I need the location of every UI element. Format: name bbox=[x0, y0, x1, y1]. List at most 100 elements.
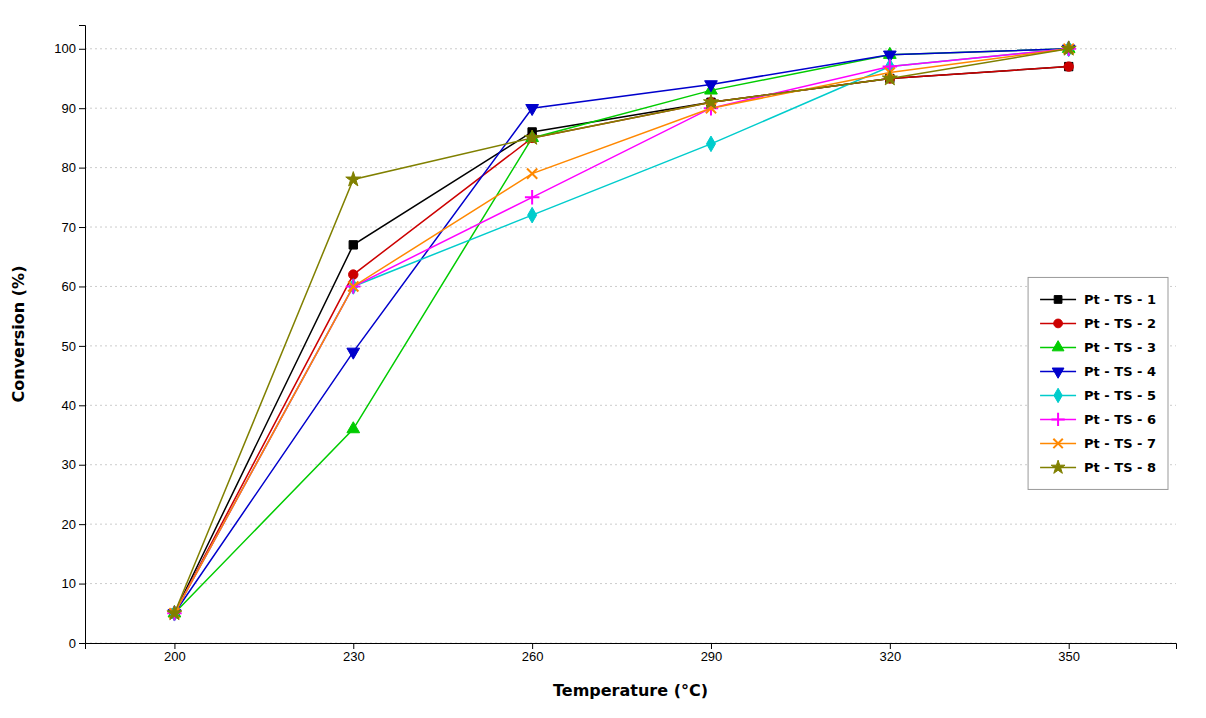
axis-line bbox=[79, 26, 86, 644]
grid bbox=[85, 49, 1176, 643]
legend-swatch-marker bbox=[1051, 460, 1065, 473]
tick-label: 10 bbox=[62, 576, 76, 591]
series bbox=[169, 44, 1073, 619]
tick: 70 bbox=[62, 220, 85, 235]
legend-item: Pt - TS - 2 bbox=[1040, 316, 1156, 331]
point-marker bbox=[705, 81, 718, 92]
tick-mark bbox=[79, 168, 85, 169]
grid-line bbox=[85, 345, 1176, 346]
grid-line bbox=[85, 524, 1176, 525]
tick-label: 320 bbox=[879, 649, 901, 664]
series bbox=[170, 41, 1073, 621]
tick-mark bbox=[79, 108, 85, 109]
tick-label: 90 bbox=[62, 101, 76, 116]
tick-mark bbox=[890, 643, 891, 649]
tick: 290 bbox=[701, 643, 723, 664]
point-marker bbox=[167, 606, 181, 620]
legend: Pt - TS - 1 Pt - TS - 2 Pt - TS - 3 Pt - TS… bbox=[1028, 277, 1168, 489]
point-marker bbox=[1061, 41, 1076, 55]
tick: 350 bbox=[1058, 643, 1080, 664]
tick-label: 200 bbox=[164, 649, 186, 664]
tick-label: 350 bbox=[1058, 649, 1080, 664]
legend-item: Pt - TS - 3 bbox=[1040, 340, 1156, 355]
legend-label: Pt - TS - 8 bbox=[1084, 460, 1156, 475]
tick: 90 bbox=[62, 101, 85, 116]
point-marker bbox=[526, 105, 539, 116]
tick: 30 bbox=[62, 457, 85, 472]
legend-item: Pt - TS - 8 bbox=[1040, 460, 1156, 475]
point-marker bbox=[347, 422, 360, 433]
legend-label: Pt - TS - 7 bbox=[1084, 436, 1156, 451]
point-marker bbox=[525, 130, 540, 144]
legend-swatch-marker bbox=[1052, 368, 1064, 378]
grid-line bbox=[85, 167, 1176, 168]
tick: 10 bbox=[62, 576, 85, 591]
x-axis-title: Temperature (°C) bbox=[553, 681, 708, 700]
tick-mark bbox=[353, 643, 354, 649]
tick-label: 100 bbox=[54, 41, 76, 56]
tick-mark bbox=[79, 584, 85, 585]
legend-item: Pt - TS - 1 bbox=[1040, 292, 1156, 307]
tick-mark bbox=[174, 643, 175, 649]
point-marker bbox=[349, 241, 357, 249]
grid-line bbox=[85, 227, 1176, 228]
series bbox=[170, 62, 1073, 617]
tick-label: 290 bbox=[701, 649, 723, 664]
tick: 20 bbox=[62, 517, 85, 532]
tick-mark bbox=[79, 49, 85, 50]
grid-line bbox=[85, 405, 1176, 406]
legend-swatch-marker bbox=[1054, 319, 1063, 328]
grid-line bbox=[85, 286, 1176, 287]
legend-item: Pt - TS - 6 bbox=[1040, 412, 1156, 427]
tick-label: 0 bbox=[69, 636, 76, 651]
point-marker bbox=[167, 605, 182, 619]
series bbox=[170, 62, 1074, 618]
series-line bbox=[174, 49, 1068, 614]
tick: 100 bbox=[54, 41, 85, 56]
tick-label: 80 bbox=[62, 160, 76, 175]
legend-label: Pt - TS - 6 bbox=[1084, 412, 1156, 427]
series-line bbox=[174, 49, 1068, 614]
series-group bbox=[167, 41, 1076, 621]
legend-swatch-marker bbox=[1052, 341, 1064, 351]
series-line bbox=[174, 49, 1068, 614]
tick-mark bbox=[532, 643, 533, 649]
tick-mark bbox=[79, 227, 85, 228]
legend-label: Pt - TS - 3 bbox=[1084, 340, 1156, 355]
tick-label: 20 bbox=[62, 517, 76, 532]
tick-mark bbox=[1069, 643, 1070, 649]
point-marker bbox=[706, 136, 715, 152]
tick-label: 70 bbox=[62, 220, 76, 235]
tick: 0 bbox=[69, 636, 85, 651]
legend-item: Pt - TS - 7 bbox=[1040, 436, 1156, 451]
grid-line bbox=[85, 583, 1176, 584]
point-marker bbox=[346, 172, 361, 186]
chart: 2002302602903203500102030405060708090100… bbox=[0, 0, 1206, 718]
point-marker bbox=[527, 168, 537, 178]
series bbox=[168, 45, 1075, 621]
tick-mark bbox=[79, 346, 85, 347]
tick-label: 30 bbox=[62, 457, 76, 472]
grid-line bbox=[85, 48, 1176, 49]
tick-label: 60 bbox=[62, 279, 76, 294]
series bbox=[167, 42, 1076, 621]
point-marker bbox=[1064, 62, 1073, 71]
tick-mark bbox=[79, 643, 85, 644]
point-marker bbox=[347, 348, 360, 359]
tick: 320 bbox=[879, 643, 901, 664]
legend-box bbox=[1028, 277, 1168, 489]
tick: 230 bbox=[343, 643, 365, 664]
tick-label: 230 bbox=[343, 649, 365, 664]
tick-mark bbox=[79, 405, 85, 406]
tick: 200 bbox=[164, 643, 186, 664]
legend-swatch-marker bbox=[1053, 439, 1062, 448]
tick: 80 bbox=[62, 160, 85, 175]
grid-line bbox=[85, 464, 1176, 465]
series-line bbox=[174, 49, 1068, 614]
legend-item: Pt - TS - 5 bbox=[1040, 388, 1156, 403]
tick-label: 50 bbox=[62, 339, 76, 354]
legend-label: Pt - TS - 5 bbox=[1084, 388, 1156, 403]
series bbox=[167, 41, 1076, 620]
tick-mark bbox=[711, 643, 712, 649]
axis-line bbox=[86, 644, 1177, 650]
